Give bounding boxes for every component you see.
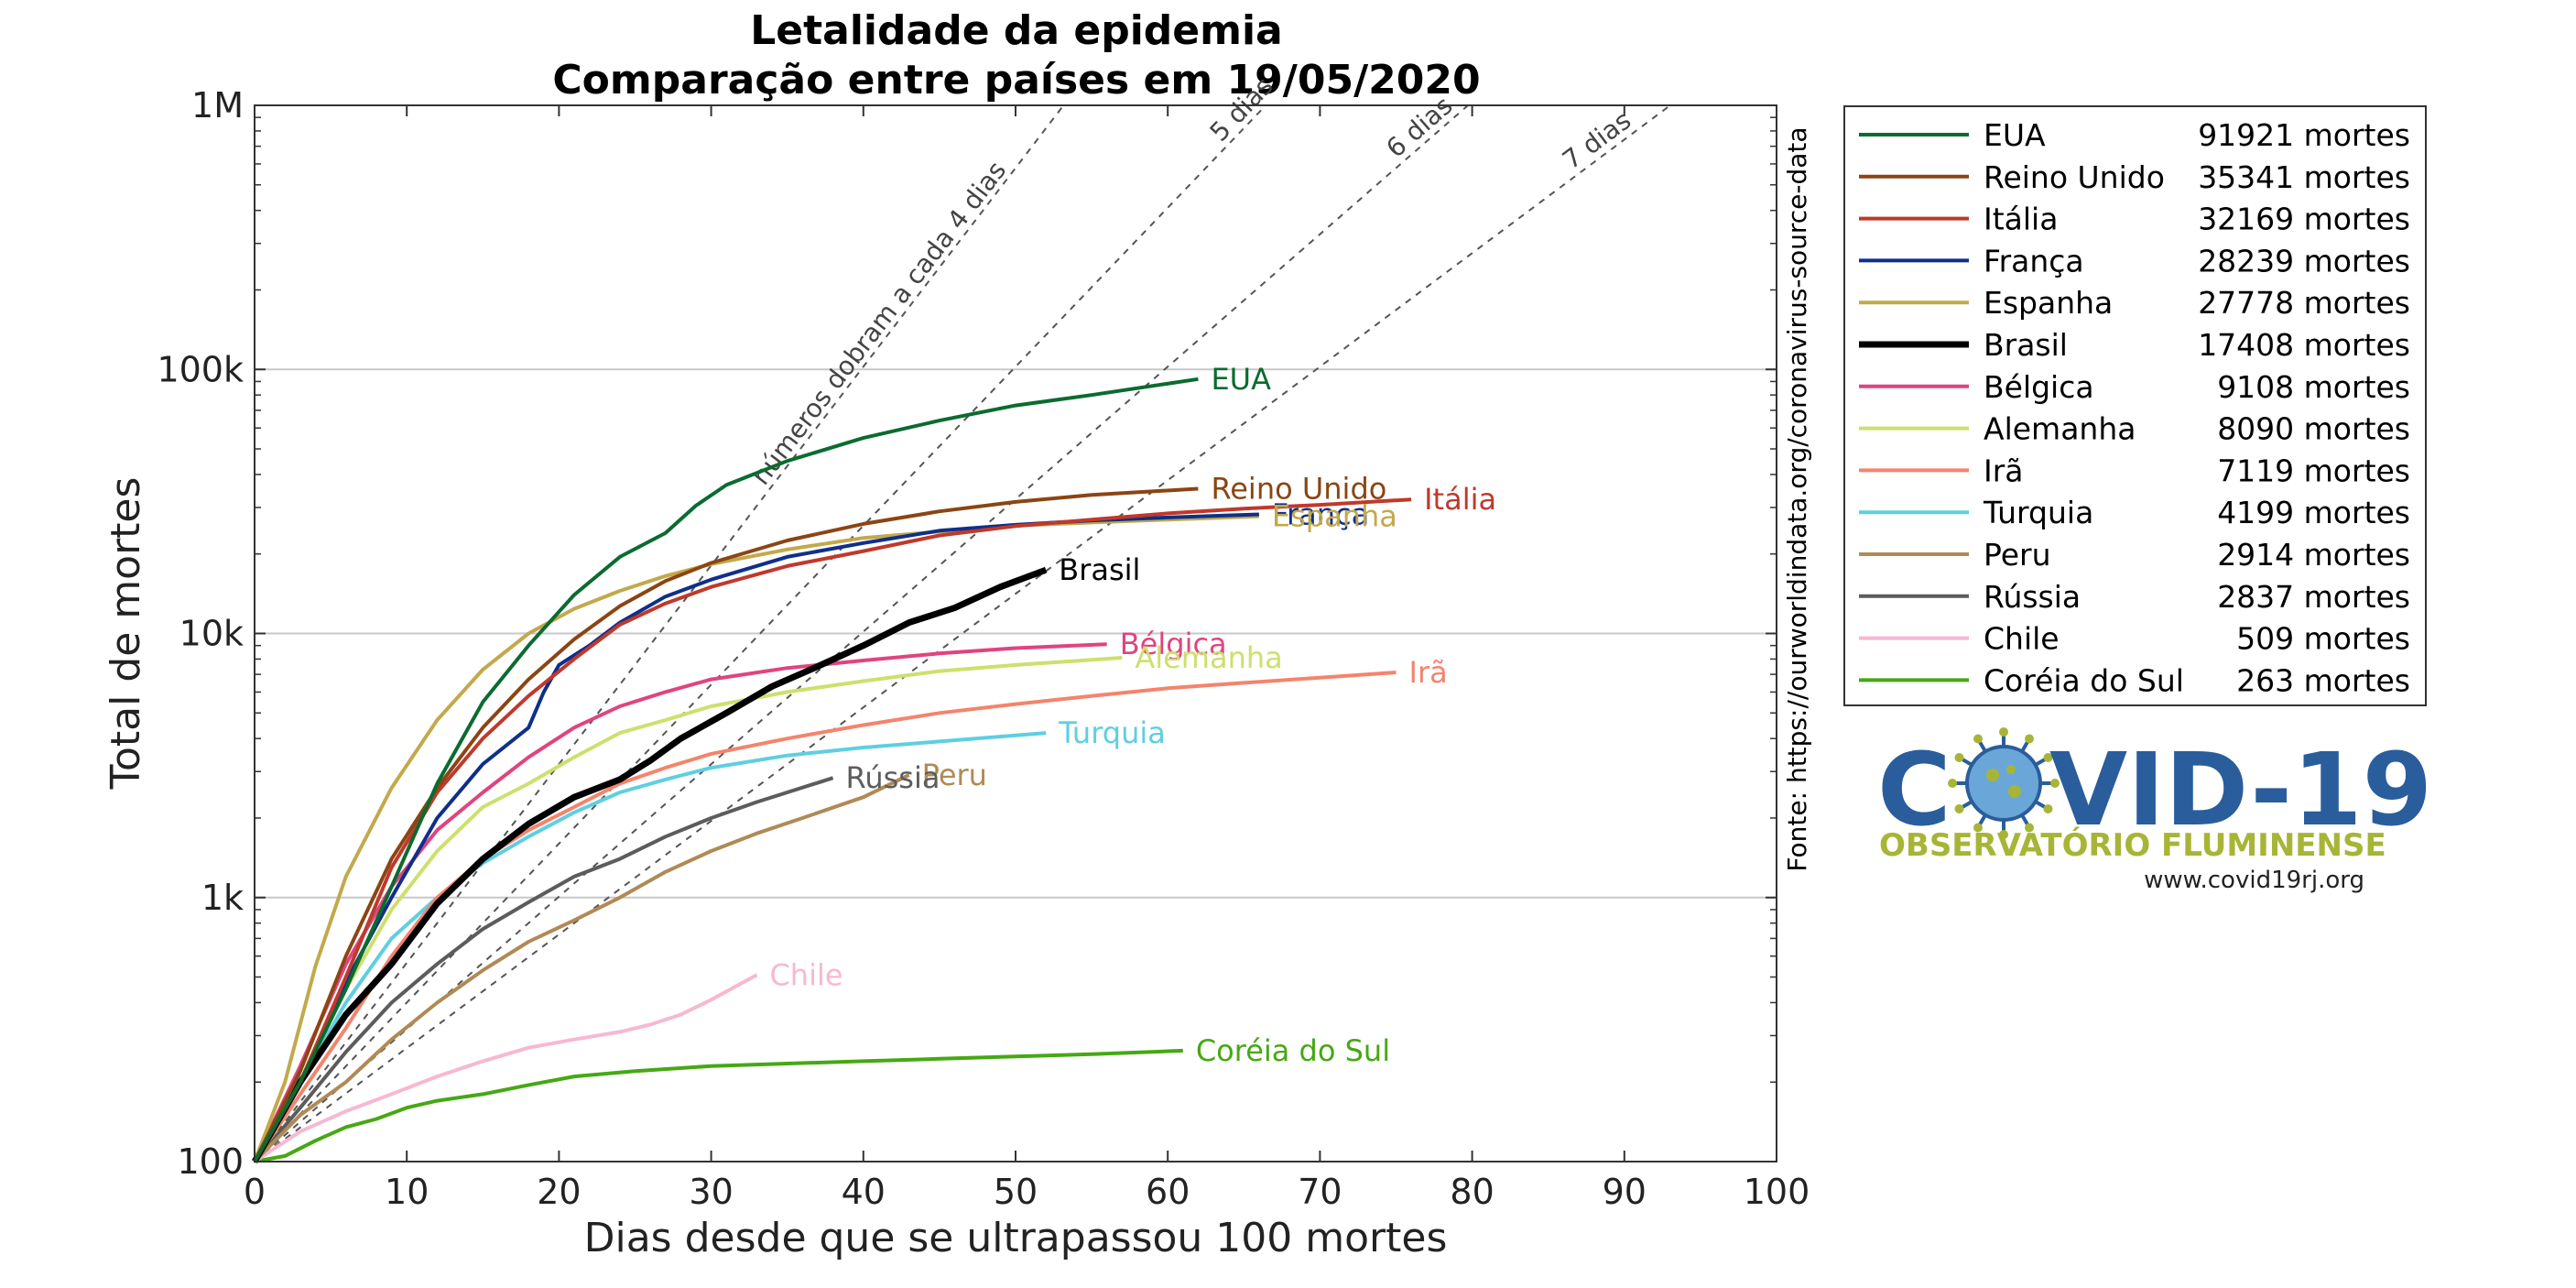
legend-name-coréia-do-sul: Coréia do Sul — [1984, 662, 2184, 698]
end-label-eua: EUA — [1211, 362, 1271, 397]
end-label-alemanha: Alemanha — [1135, 640, 1282, 675]
logo-word-vid19: VID-19 — [2049, 731, 2432, 848]
legend-name-rússia: Rússia — [1984, 579, 2081, 615]
end-label-turquia: Turquia — [1058, 715, 1166, 750]
series-line-irã — [253, 671, 1397, 1163]
legend: EUA 91921 mortes Reino Unido 35341 mortes It… — [1859, 117, 2410, 698]
source-note: Fonte: https://ourworldindata.org/corona… — [1782, 126, 1812, 871]
x-tick-label-5: 50 — [994, 1172, 1038, 1212]
covid19-logo: C VID-19 OBSERVATÓRIO FLUMINENSE www.cov… — [1877, 727, 2432, 894]
y-tick-label-1: 1k — [201, 878, 244, 918]
legend-value-espanha: 27778 mortes — [2198, 285, 2410, 321]
legend-value-rússia: 2837 mortes — [2217, 579, 2410, 615]
reference-line-5d — [254, 104, 1266, 1162]
end-label-irã: Irã — [1409, 655, 1448, 690]
y-axis-ticks: 100 1k 10k 100k 1M — [157, 85, 1777, 1182]
legend-value-irã: 7119 mortes — [2217, 453, 2410, 488]
legend-value-bélgica: 9108 mortes — [2217, 369, 2410, 405]
logo-letter-c: C — [1877, 731, 1951, 848]
legend-value-itália: 32169 mortes — [2198, 202, 2410, 237]
series-line-rússia — [253, 776, 834, 1163]
y-tick-label-4: 1M — [191, 85, 244, 126]
legend-name-chile: Chile — [1984, 621, 2060, 657]
end-label-rússia: Rússia — [846, 760, 940, 795]
chart-subtitle: Comparação entre países em 19/05/2020 — [552, 57, 1480, 104]
legend-value-eua: 91921 mortes — [2198, 117, 2410, 153]
chart-title: Letalidade da epidemia — [750, 7, 1283, 54]
legend-name-alemanha: Alemanha — [1984, 411, 2136, 447]
x-tick-label-7: 70 — [1298, 1172, 1342, 1212]
legend-name-frança: França — [1984, 243, 2084, 278]
legend-name-itália: Itália — [1984, 202, 2058, 237]
legend-name-eua: EUA — [1984, 117, 2046, 153]
x-tick-label-0: 0 — [244, 1172, 266, 1212]
legend-name-bélgica: Bélgica — [1984, 369, 2094, 405]
series-lines — [251, 377, 1412, 1163]
series-line-peru — [253, 773, 910, 1163]
series-line-brasil — [251, 566, 1048, 1163]
series-line-eua — [253, 377, 1199, 1162]
end-label-itália: Itália — [1424, 482, 1496, 517]
end-label-chile: Chile — [769, 957, 842, 992]
legend-value-alemanha: 8090 mortes — [2217, 411, 2410, 447]
end-label-bélgica: Bélgica — [1120, 627, 1227, 661]
end-label-brasil: Brasil — [1059, 552, 1140, 587]
logo-url: www.covid19rj.org — [2144, 867, 2364, 894]
x-tick-label-8: 80 — [1450, 1172, 1494, 1212]
end-label-frança: França — [1272, 497, 1369, 532]
x-tick-label-9: 90 — [1603, 1172, 1647, 1212]
legend-value-reino-unido: 35341 mortes — [2198, 159, 2410, 195]
legend-box — [1843, 105, 2427, 706]
series-line-chile — [253, 973, 758, 1163]
legend-value-brasil: 17408 mortes — [2198, 327, 2410, 363]
legend-name-espanha: Espanha — [1984, 285, 2113, 321]
y-axis-label: Total de mortes — [103, 477, 149, 791]
x-tick-label-4: 40 — [842, 1172, 886, 1212]
logo-subtitle: OBSERVATÓRIO FLUMINENSE — [1879, 826, 2386, 864]
reference-label-4d: números dobram a cada 4 dias — [745, 156, 1012, 491]
series-line-alemanha — [253, 656, 1123, 1162]
y-tick-label-3: 100k — [157, 349, 244, 389]
legend-value-frança: 28239 mortes — [2198, 243, 2410, 278]
series-line-reino-unido — [253, 486, 1199, 1162]
legend-value-coréia-do-sul: 263 mortes — [2236, 662, 2410, 698]
x-tick-label-1: 10 — [385, 1172, 429, 1212]
legend-name-reino-unido: Reino Unido — [1984, 159, 2165, 195]
virus-icon — [1948, 727, 2060, 839]
legend-name-brasil: Brasil — [1984, 327, 2068, 363]
legend-value-chile: 509 mortes — [2236, 621, 2410, 657]
legend-value-turquia: 4199 mortes — [2217, 495, 2410, 530]
reference-line-4d — [254, 104, 1065, 1162]
end-label-peru: Peru — [922, 758, 987, 792]
legend-name-turquia: Turquia — [1983, 495, 2093, 530]
legend-name-peru: Peru — [1984, 537, 2051, 573]
series-line-itália — [253, 497, 1412, 1162]
series-line-turquia — [253, 731, 1047, 1162]
legend-value-peru: 2914 mortes — [2217, 537, 2410, 573]
y-tick-label-0: 100 — [177, 1141, 244, 1182]
x-axis-ticks: 0 10 20 30 40 50 60 70 80 90 100 — [244, 105, 1810, 1212]
end-label-espanha: Espanha — [1272, 499, 1397, 534]
x-axis-label: Dias desde que se ultrapassou 100 mortes — [584, 1215, 1448, 1261]
end-label-reino-unido: Reino Unido — [1211, 471, 1386, 506]
x-tick-label-10: 100 — [1744, 1172, 1810, 1212]
end-label-coréia-do-sul: Coréia do Sul — [1196, 1033, 1390, 1068]
x-tick-label-3: 30 — [689, 1172, 733, 1212]
gridlines — [255, 368, 1777, 899]
x-tick-label-6: 60 — [1146, 1172, 1190, 1212]
y-tick-label-2: 10k — [179, 614, 244, 654]
legend-name-irã: Irã — [1984, 453, 2024, 488]
series-line-coréia-do-sul — [254, 1048, 1183, 1163]
x-tick-label-2: 20 — [537, 1172, 581, 1212]
